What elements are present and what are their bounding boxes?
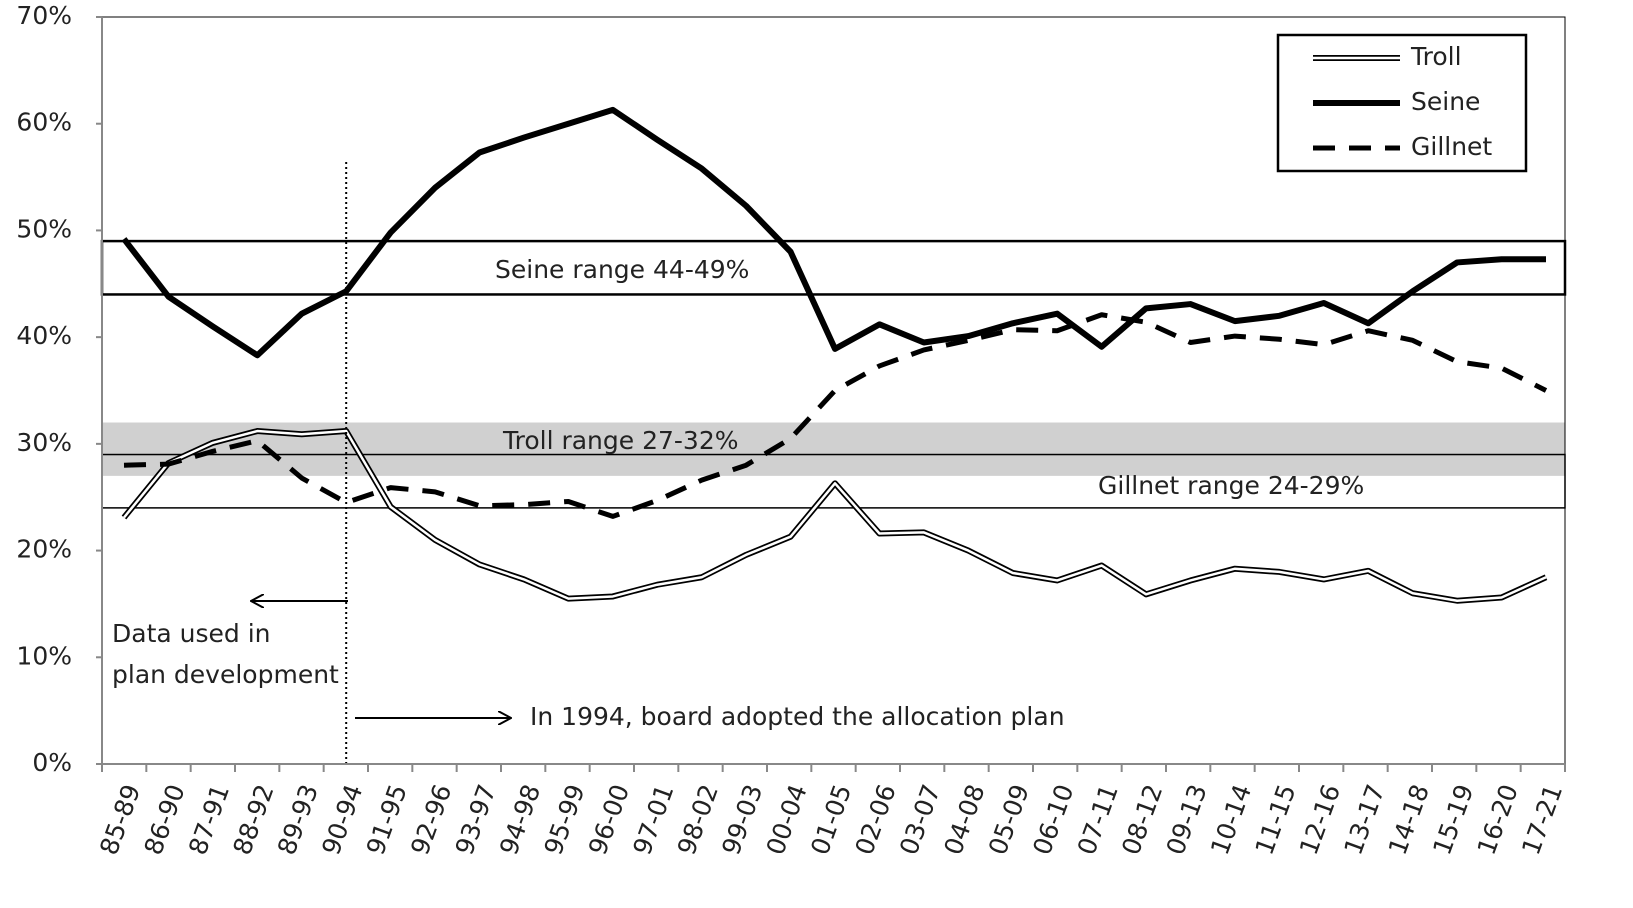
legend-label: Gillnet	[1411, 132, 1492, 161]
y-tick-label: 0%	[32, 748, 72, 777]
legend: Troll Seine Gillnet	[1276, 33, 1528, 173]
annotation: plan development	[112, 660, 339, 689]
y-tick-label: 50%	[16, 214, 72, 243]
range-band	[100, 239, 1567, 296]
range-label: Gillnet range 24-29%	[1098, 471, 1364, 500]
x-tick-label: 17-21	[1516, 781, 1568, 859]
annotation: In 1994, board adopted the allocation pl…	[530, 702, 1065, 731]
series-line-inner	[123, 429, 1547, 602]
annotation: Data used in	[112, 619, 271, 648]
series-line	[121, 106, 1546, 359]
y-tick-label: 10%	[16, 641, 72, 670]
y-tick-label: 60%	[16, 108, 72, 137]
range-label: Troll range 27-32%	[502, 426, 739, 455]
y-tick-label: 40%	[16, 321, 72, 350]
y-tick-label: 20%	[16, 535, 72, 564]
legend-label: Troll	[1410, 42, 1462, 71]
y-tick-label: 30%	[16, 428, 72, 457]
range-label: Seine range 44-49%	[495, 255, 749, 284]
y-tick-label: 70%	[16, 1, 72, 30]
series-line	[123, 312, 1548, 519]
legend-label: Seine	[1411, 87, 1480, 116]
